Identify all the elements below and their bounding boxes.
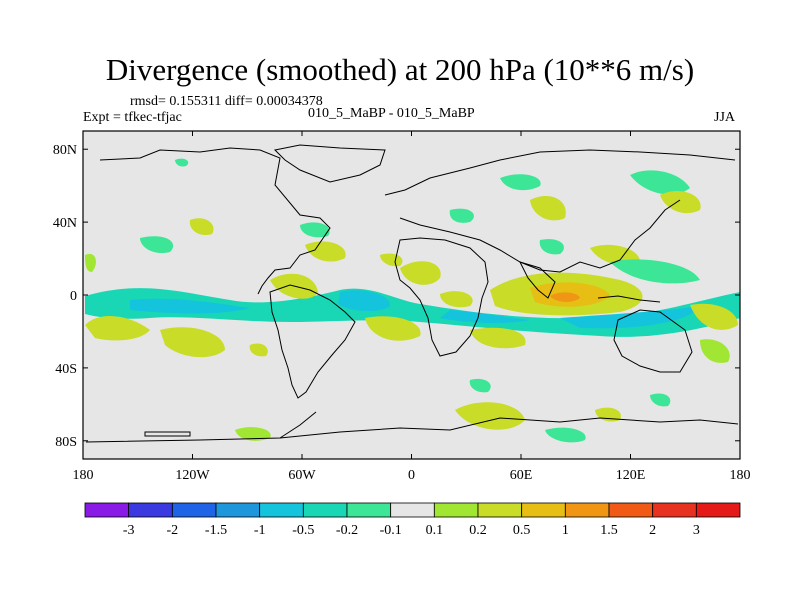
field-region xyxy=(365,316,421,341)
coastlines xyxy=(85,144,739,443)
model-line: 010_5_MaBP - 010_5_MaBP xyxy=(308,106,475,121)
colorbar-swatch xyxy=(477,502,523,518)
field-region xyxy=(189,218,214,236)
divergence-field xyxy=(85,158,740,443)
x-axis: 180 120W 60W 0 60E 120E 180 xyxy=(73,131,751,483)
colorbar-label: 2 xyxy=(649,523,656,538)
colorbar-label: 0.5 xyxy=(513,523,531,538)
coastline-australia xyxy=(613,309,693,373)
colorbar-label: -0.2 xyxy=(336,523,358,538)
y-tick-label: 80S xyxy=(55,435,77,450)
x-tick-label: 180 xyxy=(73,468,94,483)
field-region xyxy=(160,327,225,358)
field-region xyxy=(530,196,566,221)
colorbar-label: 0.1 xyxy=(426,523,444,538)
field-region xyxy=(610,259,700,284)
season-label: JJA xyxy=(714,110,736,125)
x-tick-label: 0 xyxy=(408,468,415,483)
colorbar-swatch xyxy=(433,502,479,518)
colorbar-label: 1.5 xyxy=(600,523,618,538)
colorbar-label: -3 xyxy=(123,523,135,538)
colorbar: -3 -2 -1.5 -1 -0.5 -0.2 -0.1 0.1 0.2 0.5 1 1.5 2 3 xyxy=(84,502,741,538)
colorbar-swatch xyxy=(171,502,217,518)
field-region xyxy=(539,239,564,255)
colorbar-label: -1 xyxy=(254,523,266,538)
colorbar-label: -0.5 xyxy=(292,523,314,538)
x-tick-label: 60W xyxy=(288,468,316,483)
field-region xyxy=(455,402,525,430)
coastline-maritime xyxy=(597,295,661,303)
colorbar-swatch xyxy=(346,502,392,518)
field-region xyxy=(440,291,473,308)
y-tick-label: 80N xyxy=(53,143,77,158)
colorbar-label: -1.5 xyxy=(205,523,227,538)
field-region xyxy=(85,253,96,272)
field-region xyxy=(700,339,730,363)
colorbar-swatch xyxy=(521,502,566,518)
colorbar-label: 0.2 xyxy=(469,523,487,538)
field-region xyxy=(449,208,474,223)
colorbar-label: 1 xyxy=(562,523,569,538)
coastline-small-island xyxy=(144,431,191,437)
colorbar-swatch xyxy=(652,502,697,518)
field-region xyxy=(140,236,174,254)
y-tick-label: 40N xyxy=(53,216,77,231)
coastline-africa xyxy=(394,237,489,357)
field-region xyxy=(130,298,250,314)
field-region xyxy=(380,253,403,267)
colorbar-swatch xyxy=(128,502,173,518)
y-tick-label: 40S xyxy=(55,362,77,377)
experiment-line: Expt = tfkec-tfjac xyxy=(83,110,182,125)
x-tick-label: 60E xyxy=(510,468,533,483)
field-region xyxy=(249,343,268,357)
field-region xyxy=(400,261,441,285)
colorbar-swatch xyxy=(564,502,610,518)
y-tick-label: 0 xyxy=(70,289,77,304)
x-tick-label: 120E xyxy=(616,468,646,483)
field-region xyxy=(175,158,189,167)
colorbar-swatch xyxy=(259,502,304,518)
field-region xyxy=(500,174,541,191)
coastline-greenland xyxy=(273,144,386,183)
coastline-europe-asia-south xyxy=(399,199,681,273)
coastline-north-america xyxy=(99,147,331,295)
x-tick-label: 120W xyxy=(175,468,210,483)
colorbar-label: -2 xyxy=(166,523,178,538)
coastline-antarctica xyxy=(85,417,739,443)
coastline-eurasia xyxy=(384,149,736,196)
field-region xyxy=(690,303,738,330)
field-region xyxy=(440,310,530,324)
colorbar-swatch xyxy=(215,502,261,518)
coastline-antarctic-peninsula xyxy=(279,411,317,439)
colorbar-swatch xyxy=(390,502,435,518)
y-axis: 80N 40N 0 40S 80S xyxy=(53,143,740,450)
colorbar-swatch xyxy=(84,502,130,518)
colorbar-swatch xyxy=(695,502,741,518)
field-region xyxy=(235,427,271,441)
field-region xyxy=(630,170,690,195)
stats-line: rmsd= 0.155311 diff= 0.00034378 xyxy=(130,94,323,109)
field-region xyxy=(300,222,330,238)
field-region xyxy=(650,393,671,407)
field-region xyxy=(560,306,700,329)
x-tick-label: 180 xyxy=(730,468,751,483)
field-region xyxy=(305,241,346,262)
colorbar-swatch xyxy=(608,502,654,518)
field-region xyxy=(660,190,701,214)
field-region xyxy=(470,327,526,349)
field-region xyxy=(338,290,391,312)
colorbar-label: -0.1 xyxy=(380,523,402,538)
coastline-india xyxy=(519,261,556,299)
colorbar-label: 3 xyxy=(693,523,700,538)
field-region xyxy=(469,378,491,393)
colorbar-swatch xyxy=(302,502,348,518)
field-region xyxy=(550,292,580,302)
field-region xyxy=(545,427,586,443)
coastline-south-america xyxy=(269,284,356,399)
map-title: Divergence (smoothed) at 200 hPa (10**6 … xyxy=(105,52,695,87)
field-region xyxy=(85,315,150,341)
